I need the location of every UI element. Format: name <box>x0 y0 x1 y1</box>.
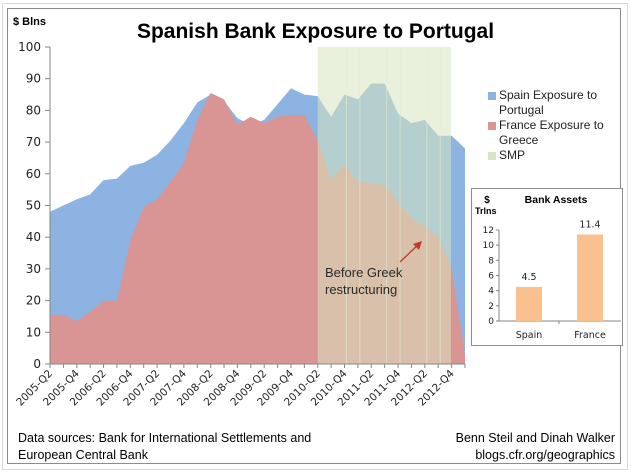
legend-swatch-smp <box>488 152 496 160</box>
inset-y-tick-label: 4 <box>488 287 494 297</box>
inset-bar-spain <box>516 286 542 321</box>
credit-line2: blogs.cfr.org/geographics <box>475 448 615 462</box>
legend-item-spain: Spain Exposure to Portugal <box>487 88 627 118</box>
y-tick-label: 10 <box>26 325 41 339</box>
inset-y-tick-label: 12 <box>483 226 494 236</box>
y-tick-label: 20 <box>26 294 41 308</box>
legend-label-france: France Exposure to Greece <box>499 118 604 147</box>
source-line2: European Central Bank <box>18 448 148 462</box>
inset-y-tick-label: 6 <box>488 272 494 282</box>
inset-category-label: France <box>574 330 606 341</box>
inset-bar-france <box>577 234 603 321</box>
y-tick-label: 30 <box>26 262 41 276</box>
legend-item-smp: SMP <box>487 148 627 163</box>
inset-bar-value-label: 11.4 <box>579 220 600 231</box>
inset-y-tick-label: 8 <box>488 256 494 266</box>
y-tick-label: 40 <box>26 230 41 244</box>
y-tick-label: 0 <box>33 357 41 371</box>
inset-y-unit: $ <box>484 195 490 206</box>
smp-band <box>317 47 451 364</box>
data-sources: Data sources: Bank for International Set… <box>18 430 311 464</box>
outer-border <box>2 3 628 470</box>
inset-y-unit: Trlns <box>475 206 497 216</box>
inset-y-tick-label: 0 <box>488 317 494 327</box>
y-axis-unit: $ Blns <box>13 16 47 28</box>
y-tick-label: 50 <box>26 199 41 213</box>
y-tick-label: 80 <box>26 103 41 117</box>
annotation-text: Before Greek restructuring <box>325 264 402 298</box>
source-line1: Data sources: Bank for International Set… <box>18 431 312 445</box>
chart-title: Spanish Bank Exposure to Portugal <box>136 20 495 43</box>
y-tick-label: 100 <box>18 40 41 54</box>
inset-title: Bank Assets <box>525 194 588 206</box>
legend: Spain Exposure to Portugal France Exposu… <box>487 88 627 163</box>
credit: Benn Steil and Dinah Walker blogs.cfr.or… <box>456 430 615 464</box>
legend-swatch-spain <box>488 92 496 100</box>
inset-y-tick-label: 10 <box>483 241 495 251</box>
y-tick-label: 70 <box>26 135 41 149</box>
y-tick-label: 90 <box>26 72 41 86</box>
legend-swatch-france <box>488 122 496 130</box>
annotation-line1: Before Greek <box>325 265 403 280</box>
annotation-arrowhead <box>413 241 422 250</box>
inset-bar-value-label: 4.5 <box>521 272 536 283</box>
inset-y-tick-label: 2 <box>488 302 494 312</box>
annotation-line2: restructuring <box>325 282 398 297</box>
legend-label-smp: SMP <box>499 148 526 162</box>
legend-label-spain: Spain Exposure to Portugal <box>499 88 598 117</box>
credit-line1: Benn Steil and Dinah Walker <box>455 431 615 445</box>
legend-item-france: France Exposure to Greece <box>487 118 627 148</box>
inset-category-label: Spain <box>516 330 543 341</box>
y-tick-label: 60 <box>26 167 41 181</box>
